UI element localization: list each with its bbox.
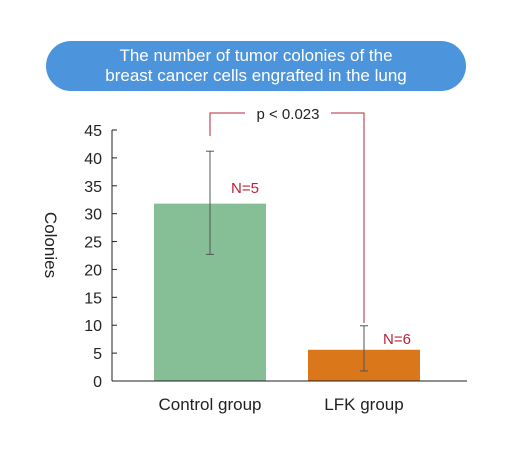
- y-axis-title: Colonies: [41, 212, 60, 278]
- y-tick-label-2: 10: [84, 318, 102, 335]
- significance-bracket-left: [209, 112, 245, 136]
- chart-title-line-2: breast cancer cells engrafted in the lun…: [105, 66, 407, 85]
- significance-bracket-right: [331, 112, 365, 323]
- category-label-1: Control group: [158, 395, 261, 414]
- chart-title-banner: The number of tumor colonies of the brea…: [46, 41, 466, 91]
- y-tick-label-7: 35: [84, 179, 102, 196]
- y-tick-label-9: 45: [84, 123, 102, 140]
- category-label-2: LFK group: [324, 395, 403, 414]
- y-tick-label-6: 30: [84, 207, 102, 224]
- sample-size-label-1: N=5: [231, 180, 259, 197]
- y-tick-label-3: 15: [84, 290, 102, 307]
- y-tick-label-8: 40: [84, 151, 102, 168]
- y-tick-label-0: 0: [93, 374, 102, 391]
- y-tick-label-1: 5: [93, 346, 102, 363]
- y-tick-label-4: 20: [84, 262, 102, 279]
- significance-label: p < 0.023: [257, 106, 320, 123]
- sample-size-label-2: N=6: [383, 331, 411, 348]
- chart-title-line-1: The number of tumor colonies of the: [119, 46, 393, 65]
- y-tick-label-5: 25: [84, 235, 102, 252]
